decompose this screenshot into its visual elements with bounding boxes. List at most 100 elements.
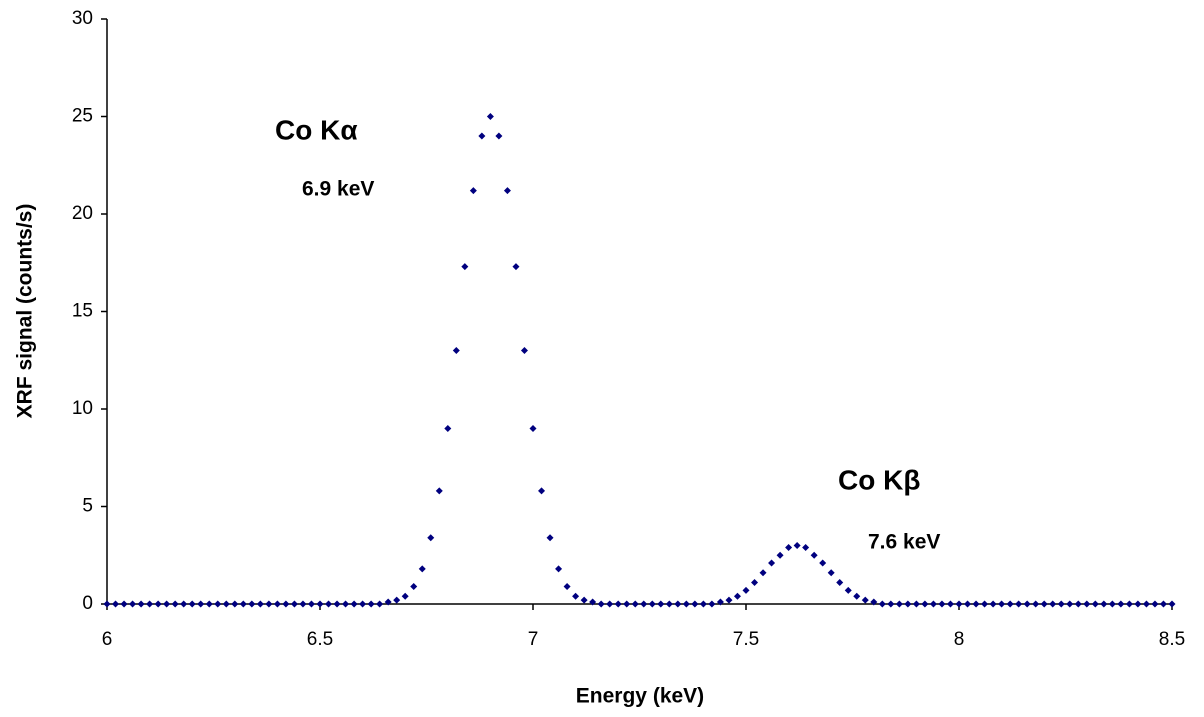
data-point xyxy=(708,600,716,608)
data-point xyxy=(572,592,580,600)
data-point xyxy=(316,600,324,608)
data-point xyxy=(759,569,767,577)
y-tick-label: 5 xyxy=(82,496,93,517)
data-point xyxy=(563,582,571,590)
data-point xyxy=(623,600,631,608)
data-point xyxy=(129,600,137,608)
y-tick-label: 20 xyxy=(72,203,93,224)
y-tick-label: 0 xyxy=(82,593,93,614)
data-point xyxy=(1066,600,1074,608)
data-point xyxy=(418,565,426,573)
data-point xyxy=(163,600,171,608)
data-point xyxy=(1142,600,1150,608)
data-point xyxy=(376,600,384,608)
data-point xyxy=(674,600,682,608)
data-point xyxy=(529,425,537,432)
data-point xyxy=(768,559,776,567)
data-point xyxy=(171,600,179,608)
data-point xyxy=(1006,600,1014,608)
data-point xyxy=(222,600,230,608)
data-point xyxy=(333,600,341,608)
data-point xyxy=(819,559,827,567)
data-point xyxy=(1083,600,1091,608)
x-tick-label: 7 xyxy=(528,629,539,650)
data-point xyxy=(998,600,1006,608)
data-point xyxy=(870,598,878,606)
data-point xyxy=(887,600,895,608)
annotation: Co Kα xyxy=(275,114,358,145)
data-point xyxy=(802,543,810,551)
data-point xyxy=(776,551,784,559)
data-point xyxy=(1151,600,1159,608)
data-point xyxy=(1091,600,1099,608)
data-point xyxy=(478,132,486,140)
data-point xyxy=(1015,600,1023,608)
data-point xyxy=(342,600,350,608)
data-point xyxy=(981,600,989,608)
data-point xyxy=(938,600,946,608)
data-point xyxy=(180,600,188,608)
data-point xyxy=(495,132,503,140)
data-point xyxy=(503,187,511,195)
data-point xyxy=(861,596,869,604)
data-point xyxy=(844,586,852,594)
data-point xyxy=(1168,600,1176,608)
data-point xyxy=(785,543,793,551)
data-point xyxy=(1023,600,1031,608)
data-point xyxy=(273,600,281,608)
data-point xyxy=(197,600,205,608)
data-point xyxy=(444,425,452,432)
data-point xyxy=(512,263,520,271)
data-point xyxy=(112,600,120,608)
data-point xyxy=(205,600,213,608)
data-point xyxy=(520,347,528,354)
data-point xyxy=(367,600,375,608)
data-point xyxy=(1100,600,1108,608)
data-point xyxy=(827,569,835,577)
data-point xyxy=(469,187,477,195)
data-point xyxy=(120,600,128,608)
data-point xyxy=(853,592,861,600)
x-axis-label: Energy (keV) xyxy=(576,685,704,708)
data-point xyxy=(248,600,256,608)
data-point xyxy=(146,600,154,608)
data-point xyxy=(290,600,298,608)
data-point xyxy=(410,582,418,590)
data-point xyxy=(1032,600,1040,608)
data-point xyxy=(546,534,554,542)
data-point xyxy=(538,487,546,495)
data-point xyxy=(589,598,597,606)
y-tick-label: 25 xyxy=(72,106,93,127)
x-tick-label: 7.5 xyxy=(733,629,759,650)
annotation: 7.6 keV xyxy=(868,531,940,554)
data-point xyxy=(461,263,469,271)
y-axis-label: XRF signal (counts/s) xyxy=(14,204,37,419)
data-point xyxy=(188,600,196,608)
y-tick-label: 15 xyxy=(72,301,93,322)
data-point xyxy=(699,600,707,608)
data-point xyxy=(307,600,315,608)
data-point xyxy=(214,600,222,608)
data-point xyxy=(393,596,401,604)
data-point xyxy=(955,600,963,608)
data-point xyxy=(239,600,247,608)
data-point xyxy=(682,600,690,608)
data-point xyxy=(555,565,563,573)
data-point xyxy=(742,586,750,594)
data-point xyxy=(1117,600,1125,608)
x-tick-label: 8.5 xyxy=(1159,629,1185,650)
x-tick-label: 6 xyxy=(102,629,113,650)
data-point xyxy=(751,579,759,587)
data-point xyxy=(640,600,648,608)
data-point xyxy=(665,600,673,608)
data-point xyxy=(733,592,741,600)
data-point xyxy=(878,600,886,608)
data-point xyxy=(904,600,912,608)
data-point xyxy=(1074,600,1082,608)
data-point xyxy=(836,579,844,587)
data-point xyxy=(631,600,639,608)
data-point xyxy=(299,600,307,608)
data-point xyxy=(325,600,333,608)
data-point xyxy=(580,596,588,604)
